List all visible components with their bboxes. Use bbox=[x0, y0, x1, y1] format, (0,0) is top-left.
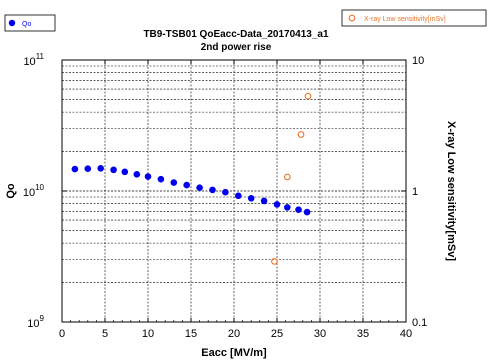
qo-point bbox=[133, 171, 141, 178]
x-axis-label: Eacc [MV/m] bbox=[201, 347, 267, 359]
qo-point bbox=[97, 165, 104, 172]
x-tick-label: 25 bbox=[271, 328, 283, 340]
qo-point bbox=[110, 166, 117, 174]
legend-qo-label: Qo bbox=[22, 21, 31, 28]
legend-qo-marker bbox=[8, 19, 16, 27]
qo-point bbox=[222, 188, 229, 196]
qo-point bbox=[260, 197, 268, 205]
legend-xray-marker bbox=[348, 14, 356, 22]
legend-qo-box bbox=[4, 14, 56, 32]
y-tick-label: 109 bbox=[27, 314, 44, 330]
legend-qo: Qo bbox=[4, 14, 56, 32]
chart-title: TB9-TSB01 QoEacc-Data_20170413_a1 bbox=[143, 29, 329, 40]
qo-point bbox=[295, 206, 302, 213]
x-tick-label: 35 bbox=[357, 328, 369, 340]
x-tick-label: 40 bbox=[400, 328, 412, 340]
xray-point bbox=[304, 92, 312, 100]
legend-xray-box bbox=[341, 9, 487, 27]
x-tick-label: 5 bbox=[102, 328, 108, 340]
qo-point bbox=[183, 181, 190, 189]
y2-axis-label: X-ray Low sensitivity[mSv] bbox=[445, 121, 457, 261]
x-tick-label: 0 bbox=[59, 328, 65, 340]
qo-point bbox=[157, 175, 165, 183]
qo-point bbox=[71, 165, 79, 173]
xray-point bbox=[297, 131, 305, 138]
x-tick-label: 10 bbox=[142, 328, 154, 340]
x-tick-label: 15 bbox=[185, 328, 197, 340]
qo-point bbox=[84, 165, 92, 172]
y2-tick-label: 1 bbox=[412, 186, 418, 198]
qo-point bbox=[273, 201, 281, 208]
data-marks bbox=[71, 92, 312, 265]
qo-point bbox=[196, 184, 203, 191]
y2-tick-label: 10 bbox=[412, 55, 424, 67]
grid-lines bbox=[62, 60, 406, 322]
qo-point bbox=[170, 179, 178, 186]
x-tick-label: 20 bbox=[228, 328, 240, 340]
y-axis-label: Qo bbox=[5, 183, 17, 199]
axes: 0 5 10 15 20 25 30 35 40 109 1010 1011 0.1 1 10 bbox=[23, 52, 427, 340]
qo-point bbox=[303, 208, 311, 216]
qo-point bbox=[235, 192, 242, 200]
qo-point bbox=[284, 204, 291, 211]
y-tick-label: 1010 bbox=[23, 183, 45, 199]
y-tick-label: 1011 bbox=[23, 52, 44, 68]
chart-subtitle: 2nd power rise bbox=[201, 42, 272, 53]
xray-point bbox=[283, 173, 291, 181]
qo-point bbox=[209, 186, 216, 194]
qo-point bbox=[247, 194, 255, 202]
qo-point bbox=[121, 168, 129, 176]
x-tick-label: 30 bbox=[314, 328, 326, 340]
y2-tick-label: 0.1 bbox=[412, 317, 427, 329]
xray-point bbox=[271, 258, 278, 265]
qo-point bbox=[144, 173, 152, 180]
legend-xray: X-ray Low sensitivity[mSv] bbox=[341, 9, 487, 27]
legend-xray-label: X-ray Low sensitivity[mSv] bbox=[364, 16, 446, 23]
